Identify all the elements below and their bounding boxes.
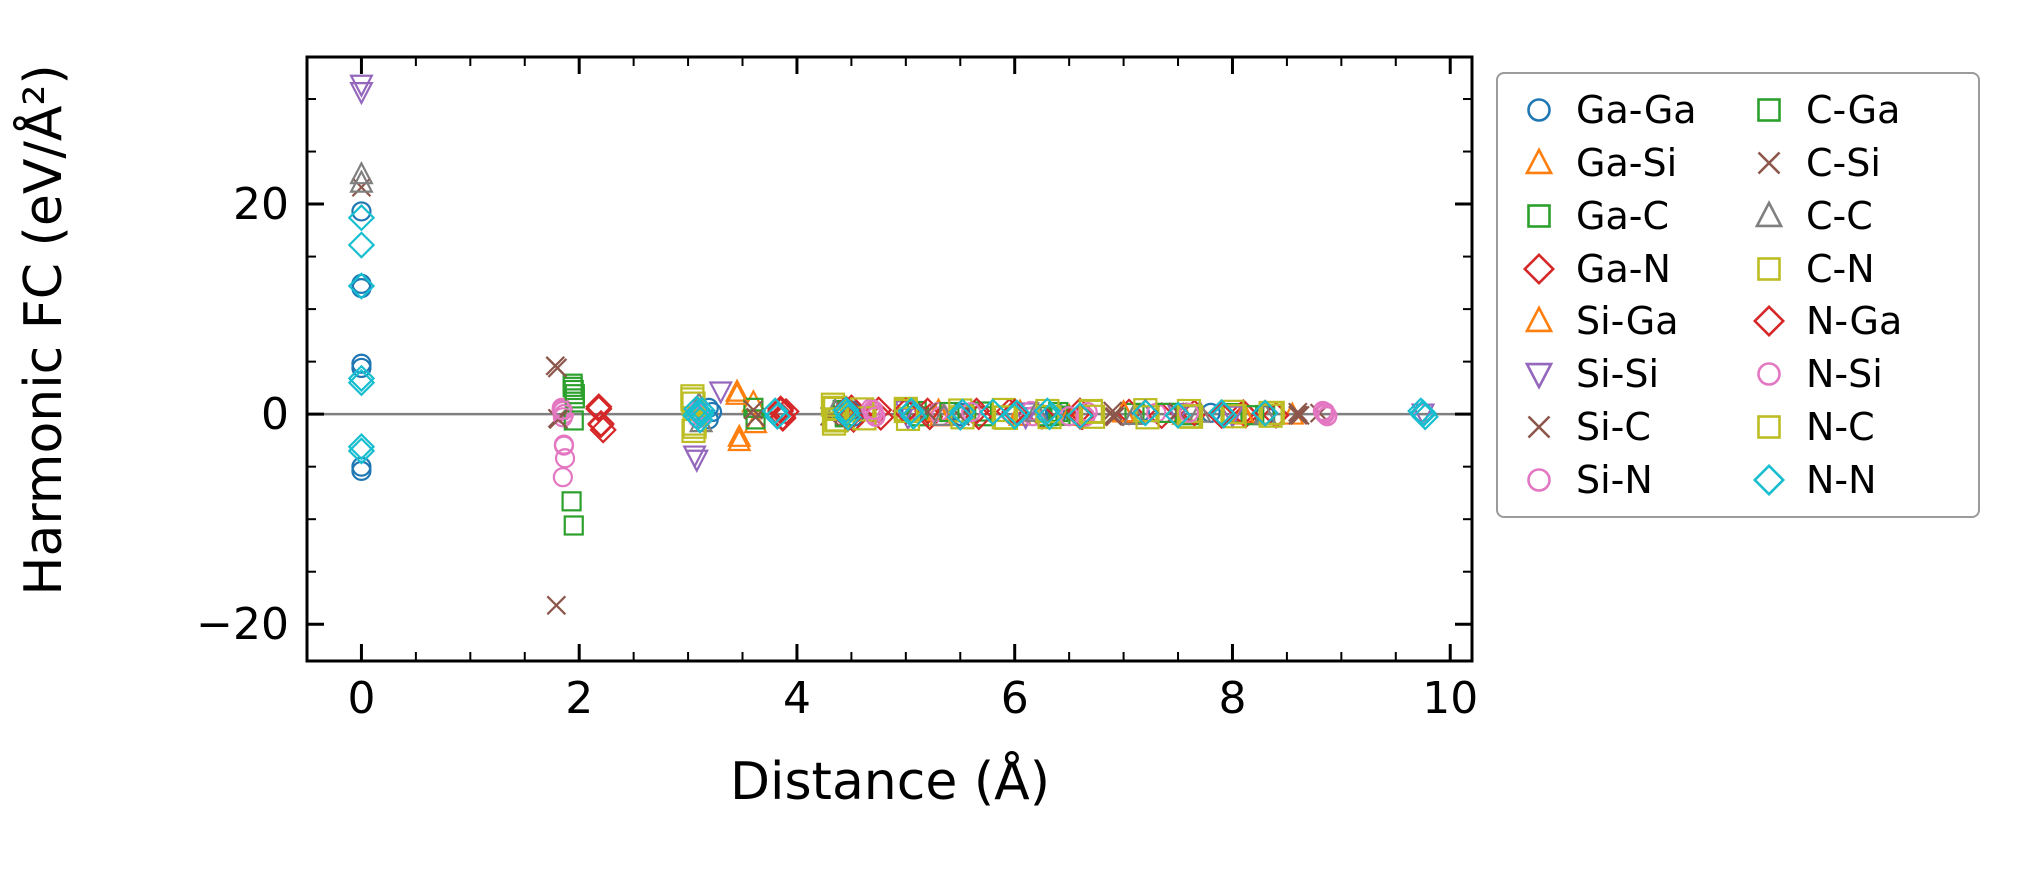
triangle-up-marker-icon	[1524, 147, 1554, 175]
x-tick-label: 2	[565, 673, 593, 724]
legend-label: C-N	[1806, 246, 1875, 291]
legend-label: Ga-Ga	[1576, 88, 1697, 133]
circle-marker-icon	[1527, 467, 1551, 492]
y-tick-label: 20	[233, 179, 289, 230]
legend-label: N-N	[1806, 457, 1877, 502]
legend-item-n-ga: N-Ga	[1742, 295, 1972, 348]
legend-item-n-n: N-N	[1742, 453, 1972, 506]
legend-label: C-C	[1806, 193, 1873, 238]
legend-item-ga-c: Ga-C	[1512, 190, 1742, 243]
legend-item-c-si: C-Si	[1742, 137, 1972, 190]
legend-grid: Ga-Ga Ga-Si Ga-C Ga-N Si-Ga Si-Si Si-C Si-N C-Ga…	[1512, 84, 1972, 506]
square-marker-icon	[1527, 204, 1551, 228]
x-tick-label: 0	[347, 673, 375, 724]
diamond-marker-icon	[1752, 305, 1786, 338]
x-tick-label: 10	[1422, 673, 1478, 724]
y-axis-label: Harmonic FC (eV/Å²)	[14, 64, 74, 596]
series-ga-ga	[351, 201, 1434, 481]
legend-label: Si-Si	[1576, 352, 1660, 397]
x-tick-label: 6	[1001, 673, 1029, 724]
legend-label: Si-Ga	[1576, 299, 1679, 344]
series-ga-c	[561, 373, 1276, 536]
y-tick-label: 0	[261, 389, 289, 440]
triangle-up-marker-icon	[1754, 199, 1784, 228]
x-tick-label: 8	[1218, 673, 1246, 724]
diamond-marker-icon	[1522, 252, 1556, 285]
x-marker-icon	[1757, 151, 1781, 175]
x-marker-icon	[1527, 415, 1551, 439]
legend-label: Ga-Si	[1576, 141, 1678, 186]
legend-label: C-Ga	[1806, 88, 1901, 133]
triangle-down-marker-icon	[1524, 362, 1554, 391]
legend-label: C-Si	[1806, 141, 1881, 186]
legend-item-ga-si: Ga-Si	[1512, 137, 1742, 190]
series-si-si	[349, 74, 1436, 473]
y-tick-label: −20	[196, 599, 289, 650]
legend-label: Ga-N	[1576, 246, 1671, 291]
legend-label: Ga-C	[1576, 193, 1669, 238]
legend-item-si-ga: Si-Ga	[1512, 295, 1742, 348]
legend-item-n-si: N-Si	[1742, 348, 1972, 401]
x-axis-label: Distance (Å)	[729, 752, 1051, 812]
triangle-up-marker-icon	[1524, 305, 1554, 333]
legend-item-c-n: C-N	[1742, 242, 1972, 295]
plot-frame	[305, 55, 1474, 663]
legend-item-n-c: N-C	[1742, 401, 1972, 454]
legend-label: Si-N	[1576, 457, 1653, 502]
circle-marker-icon	[1527, 98, 1551, 123]
legend: Ga-Ga Ga-Si Ga-C Ga-N Si-Ga Si-Si Si-C Si-N C-Ga…	[1496, 72, 1980, 518]
legend-label: Si-C	[1576, 404, 1651, 449]
legend-label: N-C	[1806, 404, 1875, 449]
square-marker-icon	[1757, 98, 1781, 123]
series-n-n	[347, 204, 1439, 465]
legend-item-ga-ga: Ga-Ga	[1512, 84, 1742, 137]
legend-item-si-n: Si-N	[1512, 453, 1742, 506]
legend-item-c-ga: C-Ga	[1742, 84, 1972, 137]
square-marker-icon	[1757, 415, 1781, 439]
diamond-marker-icon	[1752, 463, 1786, 496]
legend-item-ga-n: Ga-N	[1512, 242, 1742, 295]
legend-label: N-Si	[1806, 352, 1883, 397]
circle-marker-icon	[1757, 362, 1781, 386]
legend-item-si-si: Si-Si	[1512, 348, 1742, 401]
x-tick-label: 4	[783, 673, 811, 724]
ticks	[307, 57, 1472, 661]
legend-label: N-Ga	[1806, 299, 1903, 344]
series-c-c	[349, 161, 1278, 433]
legend-item-c-c: C-C	[1742, 190, 1972, 243]
square-marker-icon	[1757, 256, 1781, 281]
legend-item-si-c: Si-C	[1512, 401, 1742, 454]
